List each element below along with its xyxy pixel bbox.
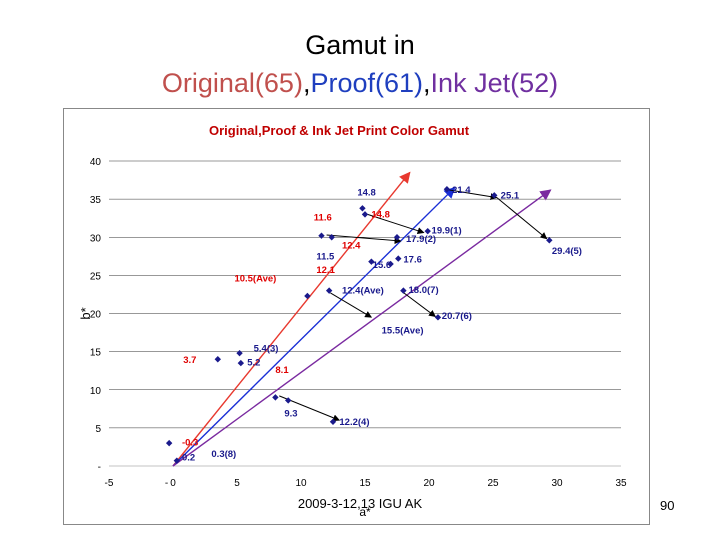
data-label: 17.9(2) <box>406 234 436 245</box>
x-tick-label: 35 <box>615 478 627 489</box>
shift-arrow <box>326 234 402 245</box>
data-label: 12.4(Ave) <box>342 286 384 297</box>
x-tick-label: 30 <box>551 478 563 489</box>
title-part-0: Original(65) <box>161 68 303 98</box>
x-tick-label: 15 <box>359 478 371 489</box>
chart-title: Original,Proof & Ink Jet Print Color Gam… <box>209 123 470 138</box>
data-label: 18.0(7) <box>409 285 439 296</box>
shift-arrow <box>367 213 425 235</box>
data-point <box>173 457 181 464</box>
data-point <box>304 292 311 300</box>
data-point <box>368 258 375 265</box>
data-point <box>395 255 402 262</box>
data-label: 29.4(5) <box>552 246 582 257</box>
data-label: 11.6 <box>314 212 332 223</box>
data-label: 0.2 <box>182 453 195 464</box>
x-tick-label: 5 <box>234 478 240 489</box>
data-point <box>361 211 369 218</box>
data-point <box>546 237 553 244</box>
shift-arrow <box>400 290 436 317</box>
data-label: 19.9(1) <box>432 225 462 236</box>
x-tick-label: 25 <box>487 478 499 489</box>
x-tick-label: -5 <box>105 478 114 489</box>
slide-title-line2: Original(65),Proof(61),Ink Jet(52) <box>0 68 720 99</box>
x-tick-label: 10 <box>295 478 307 489</box>
data-label: 21.4 <box>452 185 471 196</box>
data-label: 9.3 <box>284 408 297 419</box>
data-label: 14.8 <box>371 209 390 220</box>
series-line-inkjet <box>172 189 552 467</box>
chart-panel: Original,Proof & Ink Jet Print Color Gam… <box>63 108 650 525</box>
y-tick-label: 30 <box>90 233 102 244</box>
y-tick-label: 10 <box>90 386 102 397</box>
data-point <box>424 227 431 235</box>
y-tick-label: 25 <box>90 271 102 282</box>
data-label: 5.4(3) <box>254 344 279 355</box>
x-tick-label: 20 <box>423 478 435 489</box>
data-label: 12.1 <box>316 265 335 276</box>
y-tick-label: - <box>98 462 101 473</box>
y-tick-label: 40 <box>90 157 102 168</box>
data-point <box>165 439 173 447</box>
data-label: 12.4 <box>342 241 361 252</box>
title-part-2: Proof(61) <box>310 68 424 98</box>
data-label: 17.6 <box>403 254 422 265</box>
x-tick-label: - <box>165 478 168 489</box>
series-line-original <box>172 171 411 467</box>
data-label: 20.7(6) <box>442 311 472 322</box>
title-part-3: , <box>423 68 431 98</box>
y-tick-label: 15 <box>90 348 102 359</box>
y-tick-label: 35 <box>90 195 102 206</box>
data-point <box>325 287 333 294</box>
data-point <box>236 349 243 357</box>
data-label: -0.3 <box>182 437 198 448</box>
data-point <box>329 418 337 425</box>
data-point <box>434 314 442 321</box>
data-label: 11.5 <box>316 251 335 262</box>
data-point <box>359 205 366 212</box>
data-label: 8.1 <box>275 365 289 376</box>
x-tick-label: 0 <box>170 478 176 489</box>
data-point <box>443 186 451 193</box>
shift-arrow <box>449 189 498 201</box>
y-tick-label: 5 <box>95 424 101 435</box>
data-label: 25.1 <box>501 190 520 201</box>
data-point <box>400 287 407 294</box>
data-point <box>318 232 325 239</box>
data-point <box>214 356 221 363</box>
data-label: 3.7 <box>183 355 196 366</box>
data-label: 15.5(Ave) <box>382 325 424 336</box>
data-point <box>387 260 394 268</box>
page-number: 90 <box>660 498 675 513</box>
slide-title-line1: Gamut in <box>305 30 415 60</box>
shift-arrow <box>330 292 373 318</box>
y-tick-label: 20 <box>90 310 102 321</box>
title-part-1: , <box>302 68 311 98</box>
data-label: 14.8 <box>357 187 376 198</box>
data-label: 10.5(Ave) <box>234 273 276 284</box>
data-point <box>237 359 245 367</box>
data-point <box>285 397 292 404</box>
data-point <box>393 234 401 241</box>
shift-arrow <box>496 197 548 240</box>
gamut-scatter-chart: Original,Proof & Ink Jet Print Color Gam… <box>78 123 627 519</box>
data-point <box>272 394 279 401</box>
series-line-proof <box>172 186 456 467</box>
slide-footer: 2009-3-12,13 IGU AK <box>297 496 423 511</box>
x-axis-label: a* <box>359 505 371 519</box>
data-label: 15.6 <box>373 260 392 271</box>
data-label: 12.2(4) <box>339 417 369 428</box>
y-axis-label: b* <box>78 307 93 319</box>
title-part-4: Ink Jet(52) <box>430 68 559 98</box>
data-label: 0.3(8) <box>211 449 236 460</box>
data-label: 5.2 <box>247 357 260 368</box>
